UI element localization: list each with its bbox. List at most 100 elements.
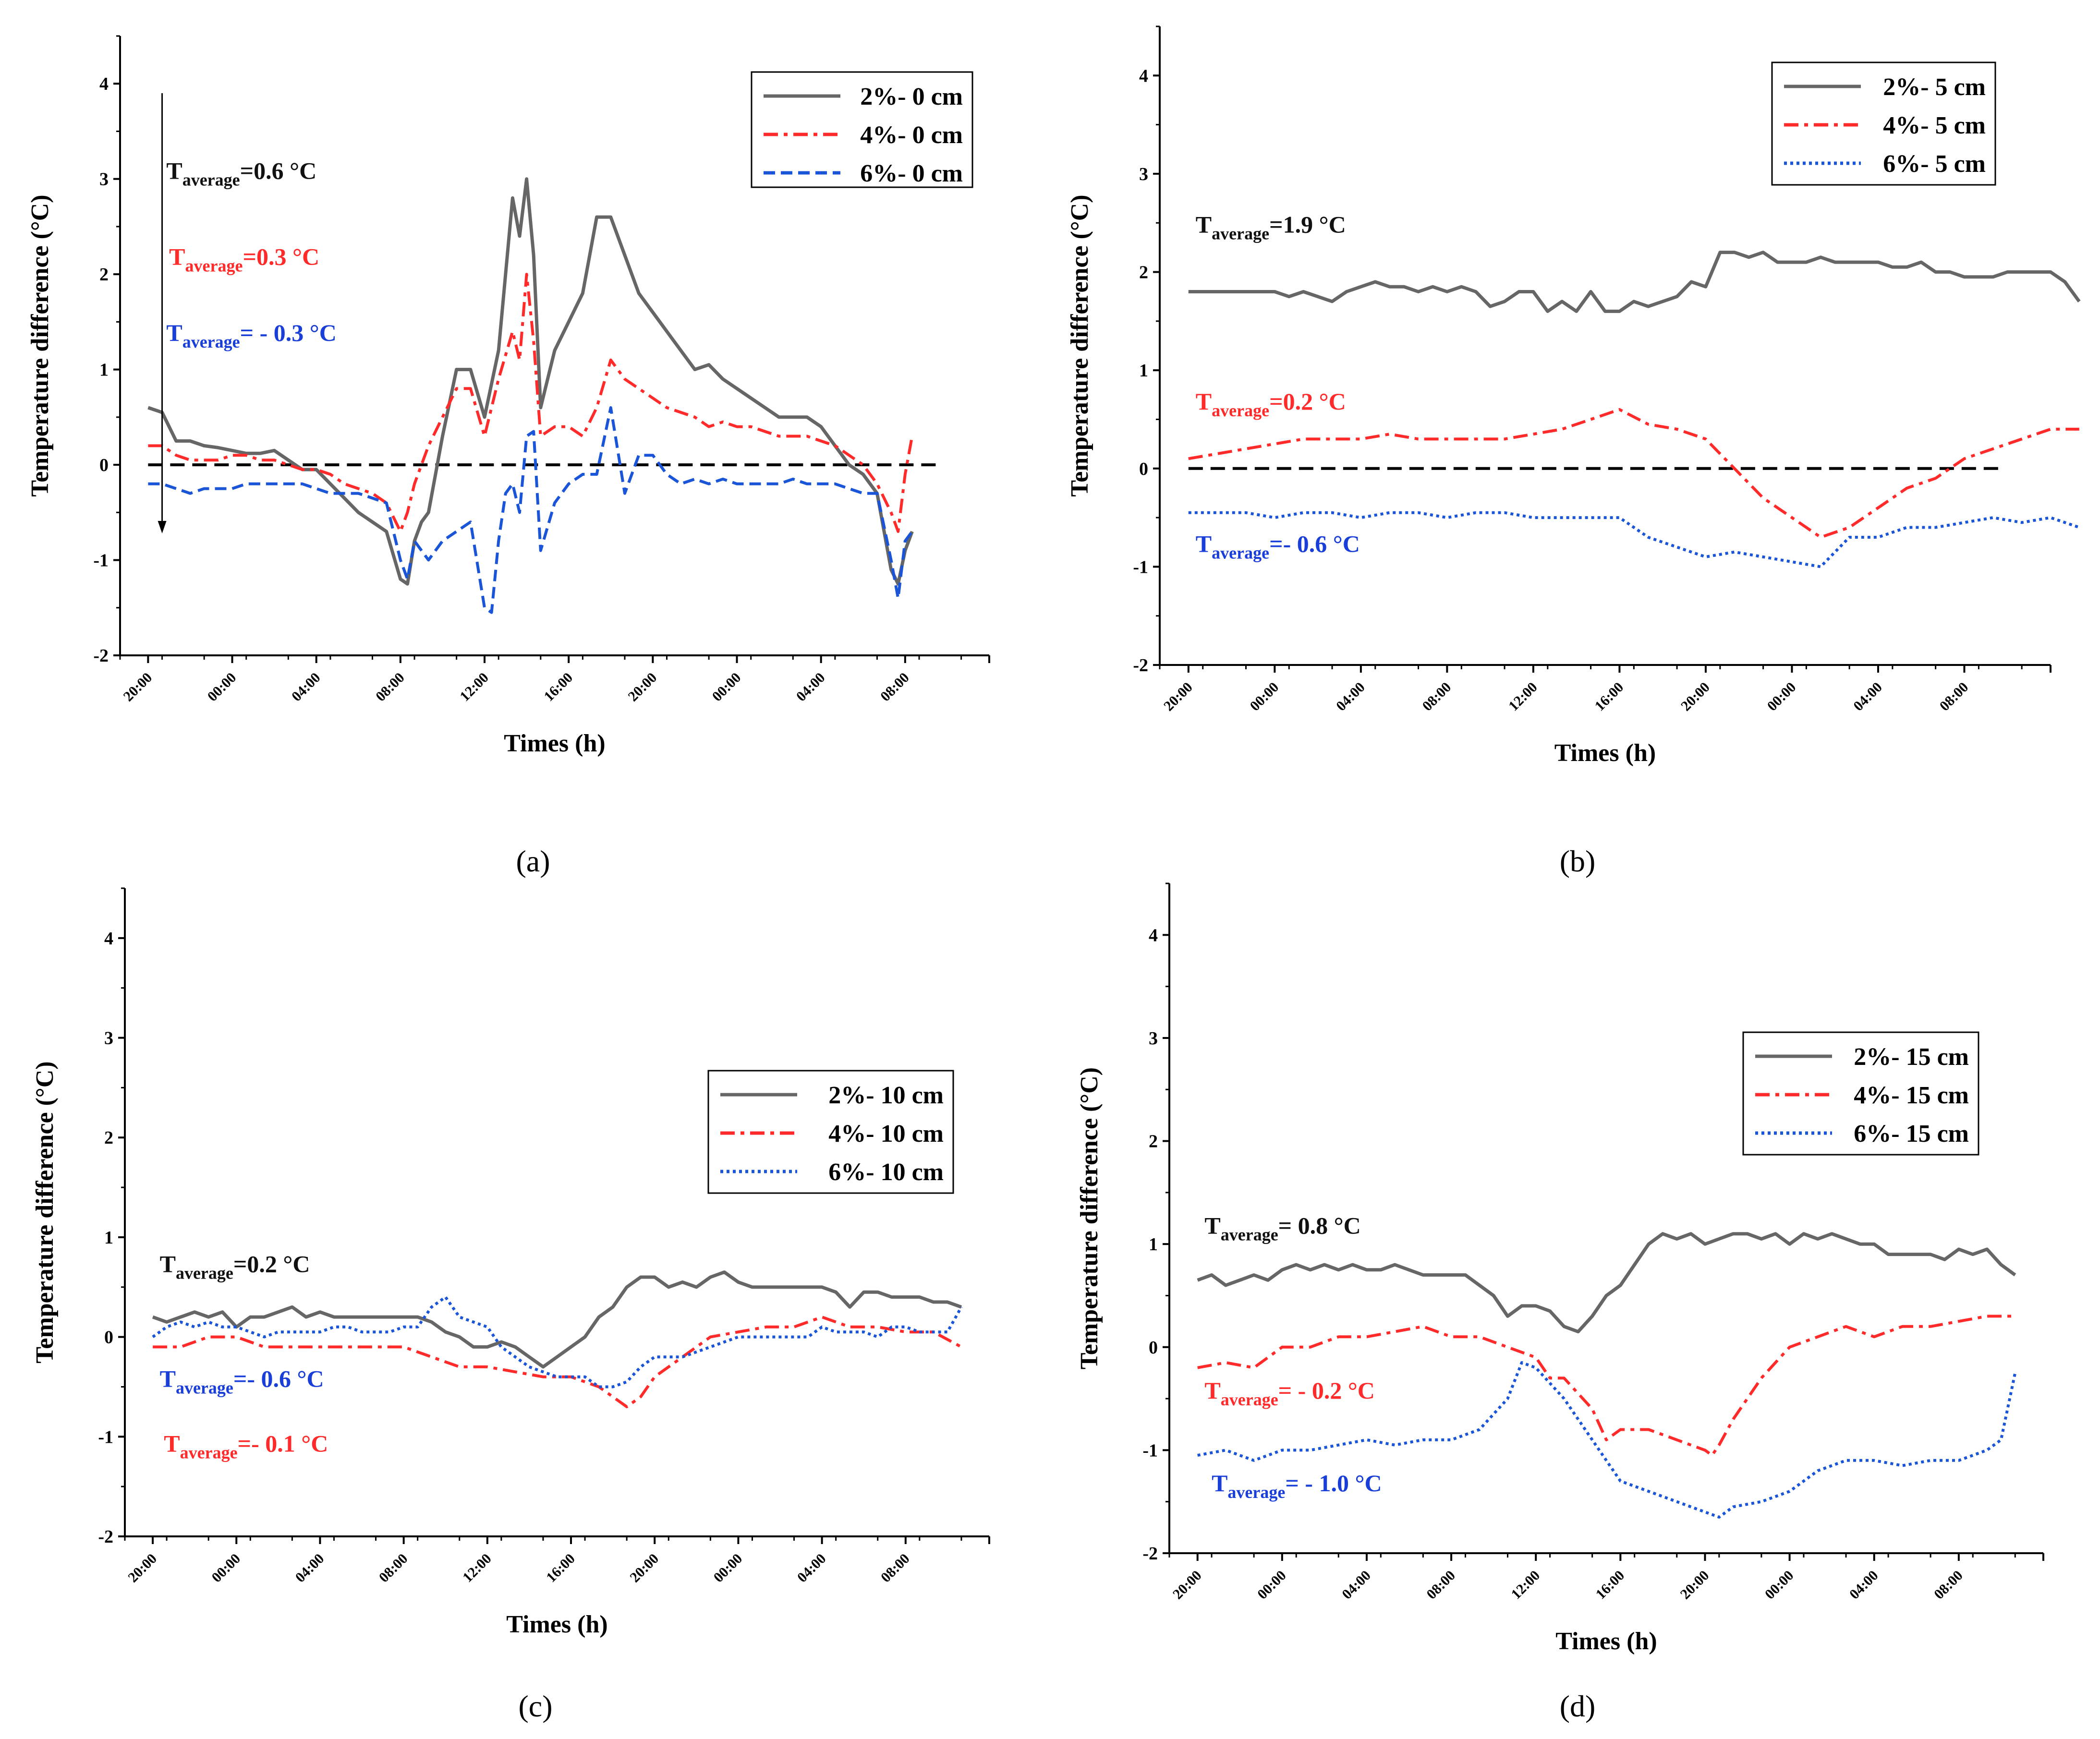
panel-label: (d) xyxy=(1560,1689,1596,1723)
x-tick-label: 08:00 xyxy=(1931,1568,1966,1603)
legend-label: 4%- 0 cm xyxy=(860,121,963,149)
annotation-base: T xyxy=(1212,1470,1227,1497)
y-axis-title: Temperature difference (°C) xyxy=(26,194,54,496)
average-annotation: Taverage= - 0.3 °C xyxy=(166,319,337,351)
legend-label: 2%- 0 cm xyxy=(860,83,963,110)
legend-box xyxy=(707,1070,954,1194)
y-tick-label: 0 xyxy=(1139,459,1148,479)
chart-c: -2 -1 0 1 2 3 4 20:00 00:00 04:00 08:00 12:00 16:00 2… xyxy=(31,887,990,1723)
x-tick-label: 04:00 xyxy=(1846,1568,1882,1603)
x-tick-label: 00:00 xyxy=(1254,1568,1289,1603)
x-tick-label: 20:00 xyxy=(1677,1568,1712,1603)
x-tick-label: 08:00 xyxy=(1937,679,1972,714)
y-axis-title: Temperature difference (°C) xyxy=(31,1061,59,1363)
series-line-3 xyxy=(152,1295,963,1389)
annotation-subscript: average xyxy=(182,332,240,351)
annotation-subscript: average xyxy=(182,170,240,190)
series-line-2 xyxy=(1188,408,2079,539)
annotation-subscript: average xyxy=(180,1443,238,1462)
y-tick-label: 4 xyxy=(104,929,113,949)
x-tick-label: 04:00 xyxy=(1333,679,1368,714)
y-tick-label: 3 xyxy=(104,1028,113,1049)
x-tick-label: 04:00 xyxy=(793,670,828,705)
annotation-base: T xyxy=(1204,1377,1220,1404)
y-tick-label: 0 xyxy=(104,1328,113,1348)
average-annotation: Taverage=- 0.6 °C xyxy=(160,1365,324,1397)
x-tick-label: 20:00 xyxy=(121,670,156,705)
x-tick-label: 20:00 xyxy=(1161,679,1196,714)
x-tick-label: 16:00 xyxy=(541,670,576,705)
x-tick-label: 20:00 xyxy=(1170,1568,1205,1603)
series-line-3 xyxy=(148,406,913,614)
x-tick-label: 16:00 xyxy=(543,1551,578,1586)
annotation-value: =0.3 °C xyxy=(243,243,319,270)
y-tick-label: 2 xyxy=(99,265,109,285)
x-tick-label: 04:00 xyxy=(289,670,324,705)
annotation-base: T xyxy=(164,1430,180,1457)
y-tick-label: -1 xyxy=(1133,557,1148,577)
x-tick-label: 04:00 xyxy=(1339,1568,1374,1603)
x-tick-label: 00:00 xyxy=(208,1551,243,1586)
x-tick-label: 16:00 xyxy=(1592,1568,1627,1603)
x-tick-label: 00:00 xyxy=(711,1551,746,1586)
y-tick-label: -2 xyxy=(93,646,109,666)
y-axis-title: Temperature difference (°C) xyxy=(1076,1067,1103,1369)
y-tick-label: 0 xyxy=(99,455,109,475)
annotation-base: T xyxy=(169,243,185,270)
annotation-subscript: average xyxy=(1221,1390,1278,1409)
annotation-subscript: average xyxy=(176,1378,233,1397)
y-tick-label: 1 xyxy=(104,1228,113,1248)
series-line-1 xyxy=(147,177,914,586)
annotation-subscript: average xyxy=(1221,1225,1278,1244)
x-tick-label: 20:00 xyxy=(625,670,660,705)
x-axis-title: Times (h) xyxy=(1554,739,1656,767)
x-tick-label: 00:00 xyxy=(1764,679,1799,714)
annotation-base: T xyxy=(1204,1212,1220,1239)
average-annotation: Taverage= - 0.2 °C xyxy=(1204,1377,1375,1409)
legend-label: 6%- 5 cm xyxy=(1883,150,1986,178)
x-axis-title: Times (h) xyxy=(504,730,605,757)
x-tick-label: 08:00 xyxy=(373,670,408,705)
x-tick-label: 00:00 xyxy=(1247,679,1282,714)
x-tick-label: 08:00 xyxy=(1420,679,1455,714)
legend-label: 6%- 10 cm xyxy=(828,1159,944,1186)
legend-box xyxy=(751,71,973,188)
legend-label: 2%- 5 cm xyxy=(1883,73,1986,101)
average-annotation: Taverage=1.9 °C xyxy=(1196,211,1346,243)
annotation-base: T xyxy=(160,1365,176,1392)
y-tick-label: -2 xyxy=(98,1527,113,1547)
annotation-value: = - 1.0 °C xyxy=(1285,1470,1382,1497)
average-annotation: Taverage=0.2 °C xyxy=(1196,388,1346,420)
x-tick-label: 08:00 xyxy=(877,670,912,705)
annotation-base: T xyxy=(166,157,182,184)
x-axis-title: Times (h) xyxy=(506,1611,607,1638)
series-line-1 xyxy=(1197,1232,2016,1334)
annotation-value: = - 0.2 °C xyxy=(1278,1377,1375,1404)
annotation-value: = 0.8 °C xyxy=(1278,1212,1361,1239)
series-line-1 xyxy=(1188,251,2081,313)
x-axis-title: Times (h) xyxy=(1555,1628,1657,1655)
legend-label: 2%- 15 cm xyxy=(1854,1043,1969,1071)
legend-label: 6%- 0 cm xyxy=(860,160,963,187)
y-tick-label: 2 xyxy=(1139,263,1148,283)
x-tick-label: 12:00 xyxy=(460,1551,495,1586)
x-tick-label: 04:00 xyxy=(1850,679,1885,714)
x-tick-label: 12:00 xyxy=(1508,1568,1543,1603)
arrow-head xyxy=(158,521,167,533)
panel-label: (a) xyxy=(516,844,550,878)
average-annotation: Taverage=- 0.6 °C xyxy=(1196,531,1360,563)
average-annotation: Taverage=0.6 °C xyxy=(166,157,316,190)
x-tick-label: 08:00 xyxy=(1423,1568,1458,1603)
legend-label: 4%- 15 cm xyxy=(1854,1082,1969,1109)
annotation-subscript: average xyxy=(1227,1483,1285,1502)
x-tick-label: 20:00 xyxy=(1678,679,1713,714)
chart-a: -2 -1 0 1 2 3 4 20:00 00:00 04:00 08:00 12:00 16:00 2… xyxy=(26,35,990,878)
y-tick-label: 3 xyxy=(1139,164,1148,184)
average-annotation: Taverage=0.2 °C xyxy=(160,1251,310,1283)
panel-label: (c) xyxy=(518,1689,552,1723)
chart-d: -2 -1 0 1 2 3 4 20:00 00:00 04:00 08:00 12:00 16:00 2… xyxy=(1076,882,2044,1723)
y-tick-label: -2 xyxy=(1142,1544,1158,1564)
average-annotation: Taverage=0.3 °C xyxy=(169,243,319,275)
x-tick-label: 20:00 xyxy=(125,1551,160,1586)
average-annotation: Taverage= - 1.0 °C xyxy=(1212,1470,1382,1502)
